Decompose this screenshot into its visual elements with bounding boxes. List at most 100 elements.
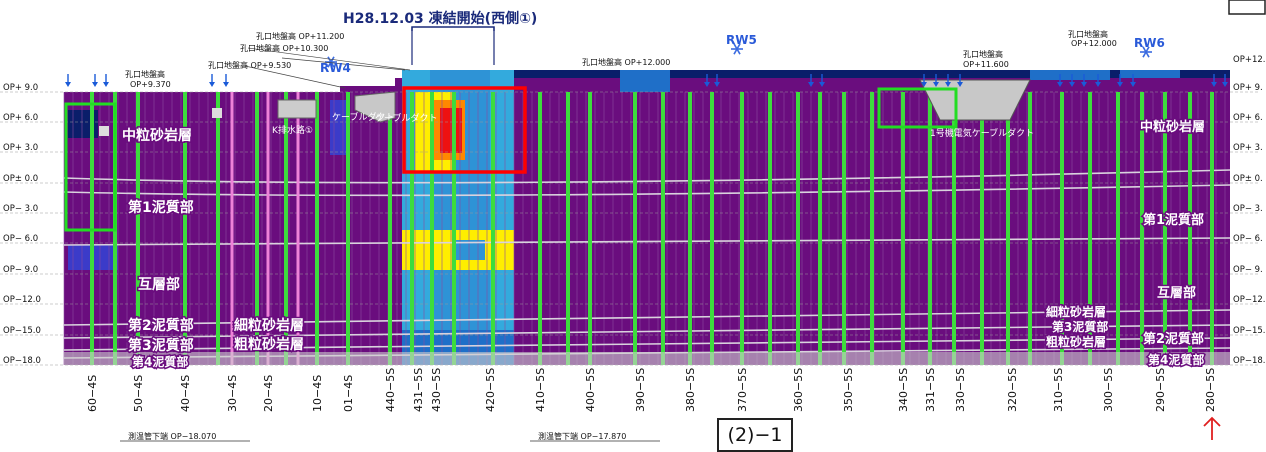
level-label-left: OP−18.0: [3, 356, 41, 366]
pipe-label: 20−4S: [262, 375, 275, 412]
structure-label: ケーブルダクト: [332, 111, 394, 123]
frame-corner: [1228, 0, 1266, 15]
freeze-pipe: [538, 92, 542, 365]
level-label-right: OP− 3.: [1233, 204, 1263, 214]
freeze-pipe: [1028, 92, 1032, 365]
level-label-left: OP± 0.0: [3, 174, 38, 184]
freeze-pipe: [452, 92, 456, 365]
ground-level-label: 孔口地盤高 OP+9.530: [208, 60, 291, 70]
layer-label-left: 互層部: [138, 276, 180, 293]
pipe-label: 50−4S: [132, 375, 145, 412]
surface-cold-zone-2: [1030, 70, 1110, 80]
layer-label-right: 第3泥質部: [1052, 319, 1108, 334]
highlight-green-box-right: [877, 87, 958, 129]
structure-label: ケーブルダクト: [375, 112, 437, 124]
level-label-right: OP−18.: [1233, 356, 1265, 366]
structure-label: K排水路①: [272, 124, 313, 136]
level-label-right: OP+ 6.: [1233, 113, 1263, 123]
layer-label-right: 第1泥質部: [1143, 212, 1204, 228]
layer-label-right: 中粒砂岩層: [1140, 119, 1205, 135]
pipe-label: 350−5S: [842, 368, 855, 412]
ground-level-label: 孔口地盤高 OP+11.200: [256, 31, 344, 41]
freeze-pipe: [136, 92, 140, 365]
pipe-label: 370−5S: [736, 368, 749, 412]
rw-marker-5-icon: [731, 43, 743, 55]
level-label-right: OP− 9.: [1233, 265, 1263, 275]
level-label-left: OP−12.0: [3, 295, 41, 305]
freeze-pipe: [1210, 92, 1214, 365]
freeze-pipe: [710, 92, 714, 365]
pipe-label: 290−5S: [1154, 368, 1167, 412]
highlight-red-box: [402, 86, 527, 174]
freeze-pipe: [818, 92, 822, 365]
freeze-pipe: [1006, 92, 1010, 365]
freeze-pipe: [1088, 92, 1092, 365]
level-label-right: OP+ 3.: [1233, 143, 1263, 153]
freeze-pipe: [588, 92, 592, 365]
freeze-pipe: [870, 92, 874, 365]
ground-level-label: OP+12.000: [1071, 39, 1117, 48]
freeze-pipe: [346, 92, 350, 365]
freeze-pipe: [842, 92, 846, 365]
cable-duct-structure: [354, 91, 396, 123]
layer-label-left: 第1泥質部: [128, 199, 194, 216]
note-label: 測温管下端 OP−17.870: [538, 431, 626, 441]
bottom-strip: [64, 352, 1230, 365]
title-bracket: [411, 26, 495, 31]
freeze-pipe: [216, 92, 220, 365]
pipe-label: 310−5S: [1052, 368, 1065, 412]
freeze-pipe: [768, 92, 772, 365]
freeze-pipe: [1188, 92, 1192, 365]
pipe-label: 10−4S: [311, 375, 324, 412]
layer-label-left: 第4泥質部: [132, 354, 188, 369]
pipe-label: 360−5S: [792, 368, 805, 412]
freeze-pipe: [980, 92, 984, 365]
level-label-right: OP−15.: [1233, 326, 1265, 336]
pipe-label: 440−5S: [384, 368, 397, 412]
geology-boundary: [63, 184, 1231, 197]
ground-level-label: 孔口地盤高 OP+10.300: [240, 43, 328, 53]
level-label-right: OP+ 9.: [1233, 83, 1263, 93]
geology-boundary: [63, 309, 1231, 326]
geology-boundary: [63, 324, 1231, 339]
rw-label: RW6: [1134, 36, 1165, 50]
level-label-right: OP− 6.: [1233, 234, 1263, 244]
layer-label-left: 細粒砂岩層: [234, 317, 304, 334]
freeze-pipe: [1140, 92, 1144, 365]
pipe-label: 300−5S: [1102, 368, 1115, 412]
layer-label-right: 互層部: [1157, 285, 1196, 301]
freeze-pipe: [491, 92, 495, 365]
layer-label-right: 第4泥質部: [1148, 352, 1204, 367]
level-label-right: OP−12.: [1233, 295, 1265, 305]
pipe-label: 400−5S: [584, 368, 597, 412]
figure-number: (2)−1: [727, 424, 783, 446]
level-label-left: OP− 9.0: [3, 265, 38, 275]
pipe-label: 420−5S: [484, 368, 497, 412]
level-label-left: OP+ 6.0: [3, 113, 38, 123]
measurement-pipe: [230, 92, 234, 365]
level-label-right: OP+12.: [1233, 55, 1265, 65]
level-label-left: OP− 3.0: [3, 204, 38, 214]
geology-boundary: [63, 169, 1231, 184]
freeze-pipe: [901, 92, 905, 365]
freeze-pipe: [1060, 92, 1064, 365]
level-label-left: OP+ 3.0: [3, 143, 38, 153]
pipe-label: 331−5S: [924, 368, 937, 412]
surface-cold-zone-3: [1120, 70, 1180, 78]
freeze-pipe: [183, 92, 187, 365]
freeze-pipe: [688, 92, 692, 365]
pipe-label: 430−5S: [430, 368, 443, 412]
level-label-left: OP− 6.0: [3, 234, 38, 244]
drain-structure: [277, 99, 317, 119]
level-label-left: OP+ 9.0: [3, 83, 38, 93]
level-label-right: OP± 0.: [1233, 174, 1263, 184]
blue-patch-mid: [330, 100, 350, 155]
freeze-pipe: [566, 92, 570, 365]
freeze-pipe: [388, 92, 392, 365]
layer-label-left: 第3泥質部: [128, 337, 194, 354]
ground-level-label: OP+9.370: [130, 80, 171, 89]
cold-core-lower: [455, 240, 485, 260]
pipe-label: 380−5S: [684, 368, 697, 412]
surface-cold-zone-1: [620, 70, 670, 92]
